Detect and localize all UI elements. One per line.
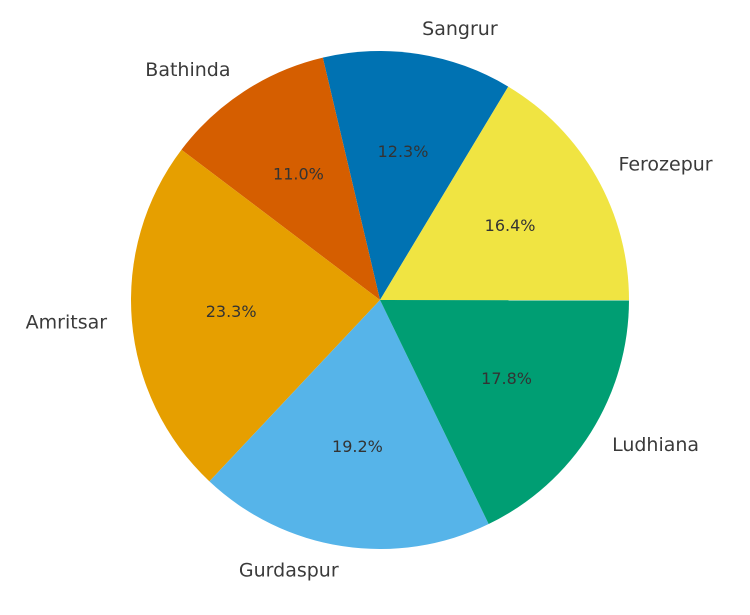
pie-slice-sangrur	[322, 51, 509, 300]
slice-label-sangrur: Sangrur	[422, 18, 498, 40]
slice-label-amritsar: Amritsar	[26, 312, 108, 334]
pie-labels: Sangrur 12.3% Bathinda 11.0% Amritsar 23.3% Gu…	[26, 18, 713, 581]
slice-label-ludhiana: Ludhiana	[612, 434, 699, 456]
slice-label-bathinda: Bathinda	[145, 59, 230, 81]
slice-label-gurdaspur: Gurdaspur	[239, 559, 339, 581]
slice-value-label-ferozepur: 16.4%	[485, 216, 536, 235]
slice-value-label-ludhiana: 17.8%	[481, 369, 532, 388]
pie-slice-bathinda	[181, 57, 380, 301]
pie-slice-ludhiana	[380, 300, 629, 525]
pie-slice-ferozepur	[380, 86, 629, 301]
pie-slice-amritsar	[131, 149, 380, 482]
pie-slices	[131, 51, 629, 549]
slice-value-label-sangrur: 12.3%	[378, 142, 429, 161]
pie-slice-gurdaspur	[209, 300, 489, 549]
slice-value-label-bathinda: 11.0%	[273, 164, 324, 183]
slice-value-label-amritsar: 23.3%	[206, 302, 257, 321]
slice-label-ferozepur: Ferozepur	[618, 154, 712, 176]
slice-value-label-gurdaspur: 19.2%	[332, 437, 383, 456]
